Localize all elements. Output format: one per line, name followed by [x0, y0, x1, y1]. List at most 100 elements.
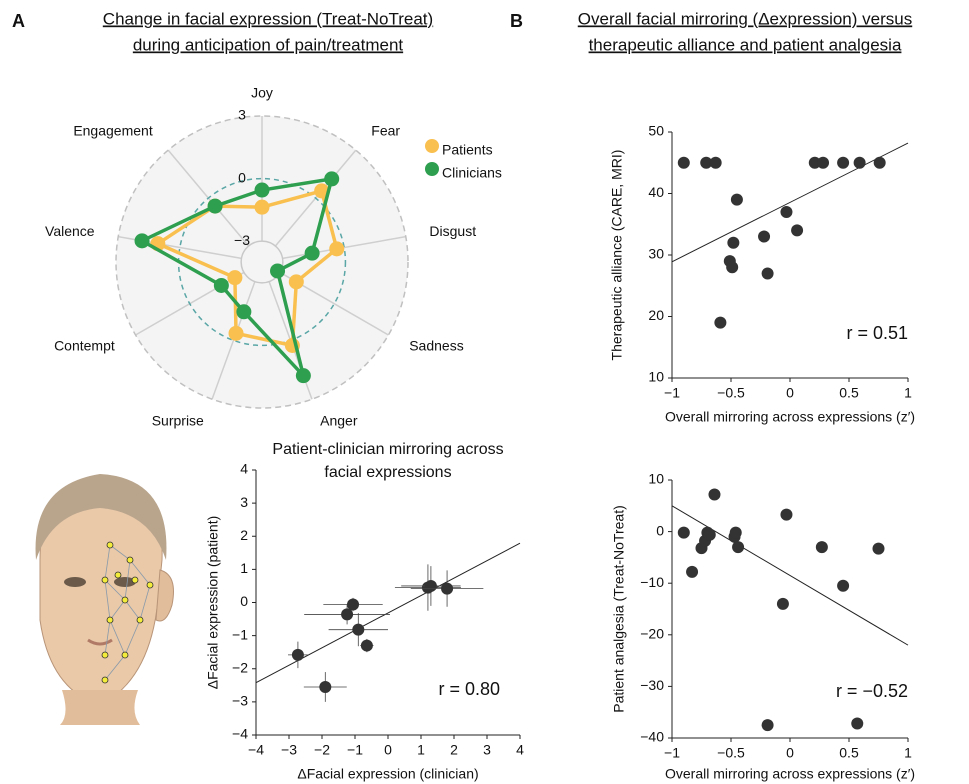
x-tick-label: 2: [450, 742, 458, 758]
x-tick-label: 3: [483, 742, 491, 758]
annotation: r = 0.80: [438, 679, 500, 699]
radar-point: [304, 245, 320, 261]
x-tick-label: −3: [281, 742, 297, 758]
panel-label: A: [12, 11, 25, 31]
scatter-point: [780, 205, 793, 218]
y-tick-label: −20: [640, 626, 664, 642]
y-tick-label: −4: [232, 726, 248, 742]
x-tick-label: 0: [786, 745, 794, 761]
scatter-point: [761, 719, 774, 732]
legend-swatch: [425, 139, 439, 153]
y-tick-label: −1: [232, 626, 248, 642]
face-illustration: [35, 474, 174, 725]
y-tick-label: −3: [232, 693, 248, 709]
y-tick-label: 0: [240, 593, 248, 609]
axis-label: Anger: [320, 412, 358, 428]
r-tick-label: 3: [238, 107, 246, 123]
radar-point: [213, 277, 229, 293]
x-tick-label: −0.5: [717, 745, 745, 761]
scatter-point: [837, 579, 850, 592]
y-tick-label: 2: [240, 527, 248, 543]
scatter-point: [853, 156, 866, 169]
scatter-point: [837, 156, 850, 169]
x-axis-label: ΔFacial expression (clinician): [297, 766, 478, 782]
axis-label: Contempt: [54, 338, 115, 354]
x-tick-label: −4: [248, 742, 264, 758]
radar-point: [329, 241, 345, 257]
x-tick-label: 1: [904, 385, 912, 401]
radar-point: [314, 183, 330, 199]
panel-title: therapeutic alliance and patient analges…: [589, 35, 902, 54]
scatter-point: [732, 541, 745, 554]
scatter-point: [851, 717, 864, 730]
radar-point: [254, 199, 270, 215]
radar-line: [138, 176, 335, 382]
grid-circle: [115, 115, 409, 409]
radar-point: [288, 274, 304, 290]
axis-label: Fear: [371, 122, 400, 138]
panel-title: Overall facial mirroring (Δexpression) v…: [578, 9, 912, 28]
radar-point: [207, 198, 223, 214]
axis-label: Joy: [251, 85, 273, 101]
annotation: r = 0.51: [846, 323, 908, 343]
legend-label: Clinicians: [442, 165, 502, 181]
scatter-point: [424, 579, 437, 592]
y-tick-label: 30: [648, 246, 664, 262]
radar-point: [295, 368, 311, 384]
radar-point: [236, 304, 252, 320]
scatter-point: [872, 542, 885, 555]
radar-spoke: [211, 281, 256, 400]
scatter-point: [780, 508, 793, 521]
x-tick-label: 0: [384, 742, 392, 758]
scatter-point: [817, 156, 830, 169]
y-axis-label: Therapeutic alliance (CARE, MRI): [609, 150, 625, 361]
y-tick-label: 20: [648, 307, 664, 323]
y-tick-label: −30: [640, 677, 664, 693]
radar-point: [254, 182, 270, 198]
y-tick-label: 50: [648, 123, 664, 139]
axis-label: Valence: [45, 223, 95, 239]
annotation: r = −0.52: [836, 681, 908, 701]
scatter-point: [341, 608, 354, 621]
scatter-point: [441, 582, 454, 595]
scatter-point: [360, 639, 373, 652]
scatter-point: [727, 236, 740, 249]
y-axis-label: Patient analgesia (Treat-NoTreat): [611, 505, 627, 713]
axis-label: Surprise: [152, 412, 204, 428]
scatter-point: [700, 156, 713, 169]
scatter-point: [347, 598, 360, 611]
x-tick-label: 0.5: [839, 385, 859, 401]
radar-point: [270, 263, 286, 279]
y-tick-label: 1: [240, 560, 248, 576]
y-tick-label: 3: [240, 494, 248, 510]
scatter-point: [703, 528, 716, 541]
scatter-point: [291, 648, 304, 661]
scatter-point: [319, 680, 332, 693]
scatter-point: [808, 156, 821, 169]
scatter-point: [873, 156, 886, 169]
chart-title: Patient-clinician mirroring across: [272, 441, 503, 458]
scatter-point: [352, 623, 365, 636]
x-tick-label: −0.5: [717, 385, 745, 401]
y-tick-label: 10: [648, 369, 664, 385]
scatter-point: [714, 316, 727, 329]
axis-label: Engagement: [73, 122, 153, 138]
scatter-point: [708, 488, 721, 501]
x-axis-label: Overall mirroring across expressions (z′…: [665, 409, 915, 425]
radar-point: [228, 325, 244, 341]
scatter-point: [677, 156, 690, 169]
axis-label: Disgust: [429, 223, 476, 239]
radar-background: [116, 116, 408, 408]
scatter-point: [686, 565, 699, 578]
r-tick-label: 0: [238, 169, 246, 185]
y-tick-label: 4: [240, 461, 248, 477]
scatter-point: [815, 541, 828, 554]
x-tick-label: −1: [347, 742, 363, 758]
y-tick-label: −10: [640, 574, 664, 590]
x-tick-label: 4: [516, 742, 524, 758]
legend-label: Patients: [442, 142, 493, 158]
x-tick-label: 1: [904, 745, 912, 761]
scatter-point: [677, 526, 690, 539]
panel-label: B: [510, 11, 523, 31]
